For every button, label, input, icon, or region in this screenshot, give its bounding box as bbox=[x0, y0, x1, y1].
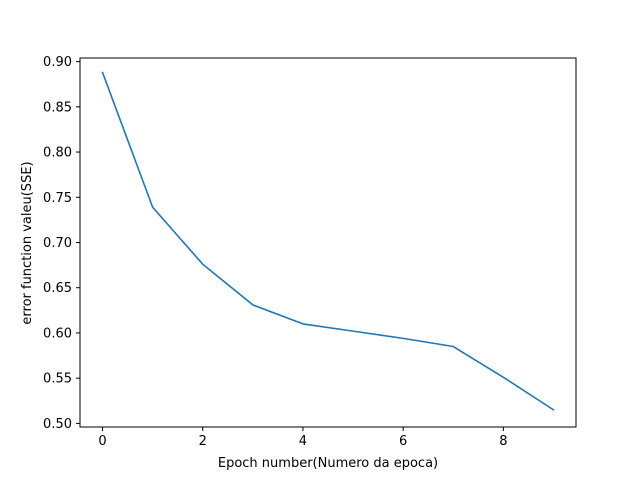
y-axis-label: error function valeu(SSE) bbox=[20, 161, 35, 324]
y-tick-label: 0.90 bbox=[43, 55, 72, 70]
series-line bbox=[101, 71, 555, 411]
plot-frame bbox=[79, 57, 577, 428]
y-axis: 0.50 0.55 0.60 0.65 0.70 0.75 0.80 0.85 0.90 bbox=[43, 55, 80, 432]
y-tick-label: 0.60 bbox=[43, 326, 72, 341]
y-tick-label: 0.65 bbox=[43, 281, 72, 296]
x-tick-label: 2 bbox=[199, 434, 207, 449]
y-tick-label: 0.55 bbox=[43, 372, 72, 387]
y-tick-label: 0.85 bbox=[43, 100, 72, 115]
y-tick-label: 0.80 bbox=[43, 146, 72, 161]
x-axis-label: Epoch number(Numero da epoca) bbox=[218, 456, 438, 471]
x-tick-label: 0 bbox=[98, 434, 106, 449]
plot-area bbox=[101, 71, 555, 411]
y-tick-label: 0.75 bbox=[43, 191, 72, 206]
y-tick-label: 0.50 bbox=[43, 417, 72, 432]
x-tick-label: 4 bbox=[299, 434, 307, 449]
x-tick-label: 6 bbox=[399, 434, 407, 449]
x-axis: 0 2 4 6 8 bbox=[98, 427, 507, 449]
x-tick-label: 8 bbox=[499, 434, 507, 449]
y-tick-label: 0.70 bbox=[43, 236, 72, 251]
